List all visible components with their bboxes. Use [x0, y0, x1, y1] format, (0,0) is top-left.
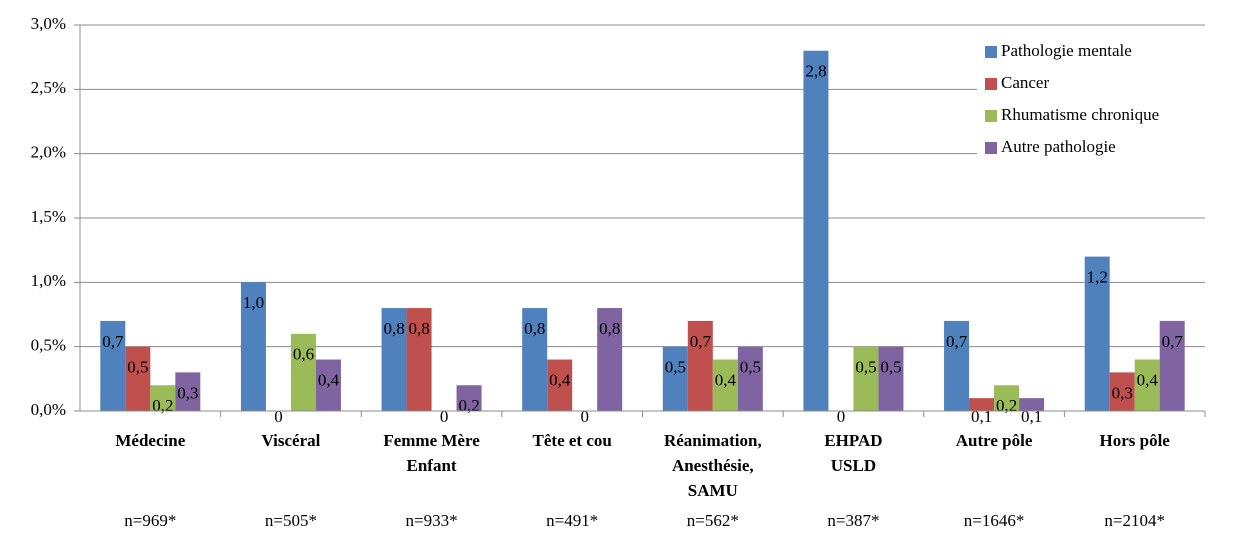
data-label: 0,7: [102, 332, 124, 351]
data-label: 0,7: [1162, 332, 1184, 351]
bar: [712, 359, 738, 411]
legend-label: Pathologie mentale: [1001, 41, 1132, 60]
data-label: 0,1: [971, 407, 992, 426]
bar: [687, 320, 713, 411]
bar: [125, 346, 151, 411]
legend-label: Rhumatisme chronique: [1001, 105, 1159, 124]
bar: [1019, 398, 1045, 411]
bar: [547, 359, 573, 411]
data-label: 0,5: [127, 358, 148, 377]
bar: [1134, 359, 1160, 411]
data-label: 0,5: [880, 358, 901, 377]
y-tick-label: 0,5%: [31, 336, 66, 355]
data-label: 2,8: [805, 62, 826, 81]
data-label: 0,3: [1112, 383, 1133, 402]
data-label: 0,4: [549, 370, 571, 389]
data-label: 0,4: [715, 370, 737, 389]
y-tick-label: 2,5%: [31, 78, 66, 97]
data-label: 0,7: [946, 332, 968, 351]
y-tick-label: 0,0%: [31, 400, 66, 419]
data-label: 0: [440, 407, 449, 426]
sample-size: n=505*: [265, 511, 317, 530]
y-tick-label: 3,0%: [31, 14, 66, 33]
x-tick-label: Réanimation, Anesthésie, SAMU: [664, 431, 762, 500]
data-label: 0,5: [740, 358, 761, 377]
bar: [315, 359, 341, 411]
x-tick-label: Médecine: [115, 431, 185, 450]
data-label: 0,8: [408, 319, 429, 338]
legend-box: [977, 34, 1247, 176]
sample-size: n=2104*: [1104, 511, 1165, 530]
bar: [597, 308, 623, 411]
bar: [662, 346, 688, 411]
bar: [290, 333, 316, 411]
data-label: 1,0: [243, 293, 264, 312]
bar: [803, 50, 829, 411]
legend-swatch: [985, 78, 997, 90]
bar: [100, 320, 126, 411]
sample-size: n=491*: [546, 511, 598, 530]
bar: [406, 308, 432, 411]
bar: [944, 320, 970, 411]
sample-size: n=1646*: [964, 511, 1025, 530]
bar: [737, 346, 763, 411]
bar: [175, 372, 201, 411]
x-tick-label: Autre pôle: [956, 431, 1033, 450]
data-label: 0: [580, 407, 589, 426]
bar: [1159, 320, 1185, 411]
bar: [240, 282, 266, 411]
data-label: 0,2: [996, 396, 1017, 415]
data-label: 0,8: [524, 319, 545, 338]
sample-size: n=562*: [687, 511, 739, 530]
legend-swatch: [985, 110, 997, 122]
legend-swatch: [985, 142, 997, 154]
x-tick-label: Viscéral: [262, 431, 321, 450]
data-label: 0,2: [458, 396, 479, 415]
data-label: 0,5: [665, 358, 686, 377]
y-tick-label: 1,5%: [31, 207, 66, 226]
bar: [381, 308, 407, 411]
legend-label: Autre pathologie: [1001, 137, 1116, 156]
sample-size: n=387*: [827, 511, 879, 530]
y-tick-label: 1,0%: [31, 271, 66, 290]
data-label: 0,6: [293, 345, 314, 364]
bar: [1109, 372, 1135, 411]
x-tick-label: EHPAD USLD: [824, 431, 882, 475]
legend-label: Cancer: [1001, 73, 1049, 92]
data-label: 0: [837, 407, 846, 426]
data-label: 0,2: [152, 396, 173, 415]
data-label: 1,2: [1087, 268, 1108, 287]
data-label: 0,5: [855, 358, 876, 377]
bar: [150, 385, 176, 411]
bar: [994, 385, 1020, 411]
sample-size: n=969*: [124, 511, 176, 530]
x-tick-label: Hors pôle: [1100, 431, 1171, 450]
data-label: 0,7: [690, 332, 712, 351]
bar: [522, 308, 548, 411]
x-tick-label: Tête et cou: [533, 431, 612, 450]
data-label: 0,3: [177, 383, 198, 402]
data-label: 0,4: [318, 370, 340, 389]
bar: [969, 398, 995, 411]
data-label: 0,8: [383, 319, 404, 338]
data-label: 0,1: [1021, 407, 1042, 426]
data-label: 0: [274, 407, 283, 426]
bar: [853, 346, 879, 411]
bar: [878, 346, 904, 411]
data-label: 0,8: [599, 319, 620, 338]
y-tick-label: 2,0%: [31, 143, 66, 162]
legend-swatch: [985, 46, 997, 58]
data-label: 0,4: [1137, 370, 1159, 389]
bar: [1084, 256, 1110, 411]
sample-size: n=933*: [406, 511, 458, 530]
x-tick-label: Femme Mère Enfant: [383, 431, 480, 475]
bar: [456, 385, 482, 411]
